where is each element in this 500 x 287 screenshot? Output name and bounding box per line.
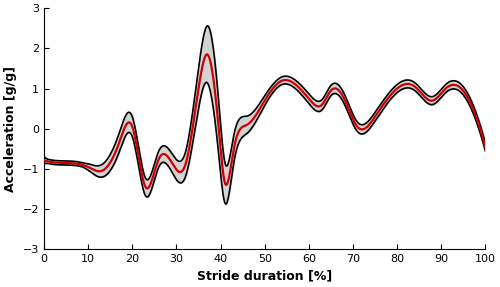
- Y-axis label: Acceleration [g/g]: Acceleration [g/g]: [4, 66, 17, 192]
- X-axis label: Stride duration [%]: Stride duration [%]: [197, 270, 332, 283]
